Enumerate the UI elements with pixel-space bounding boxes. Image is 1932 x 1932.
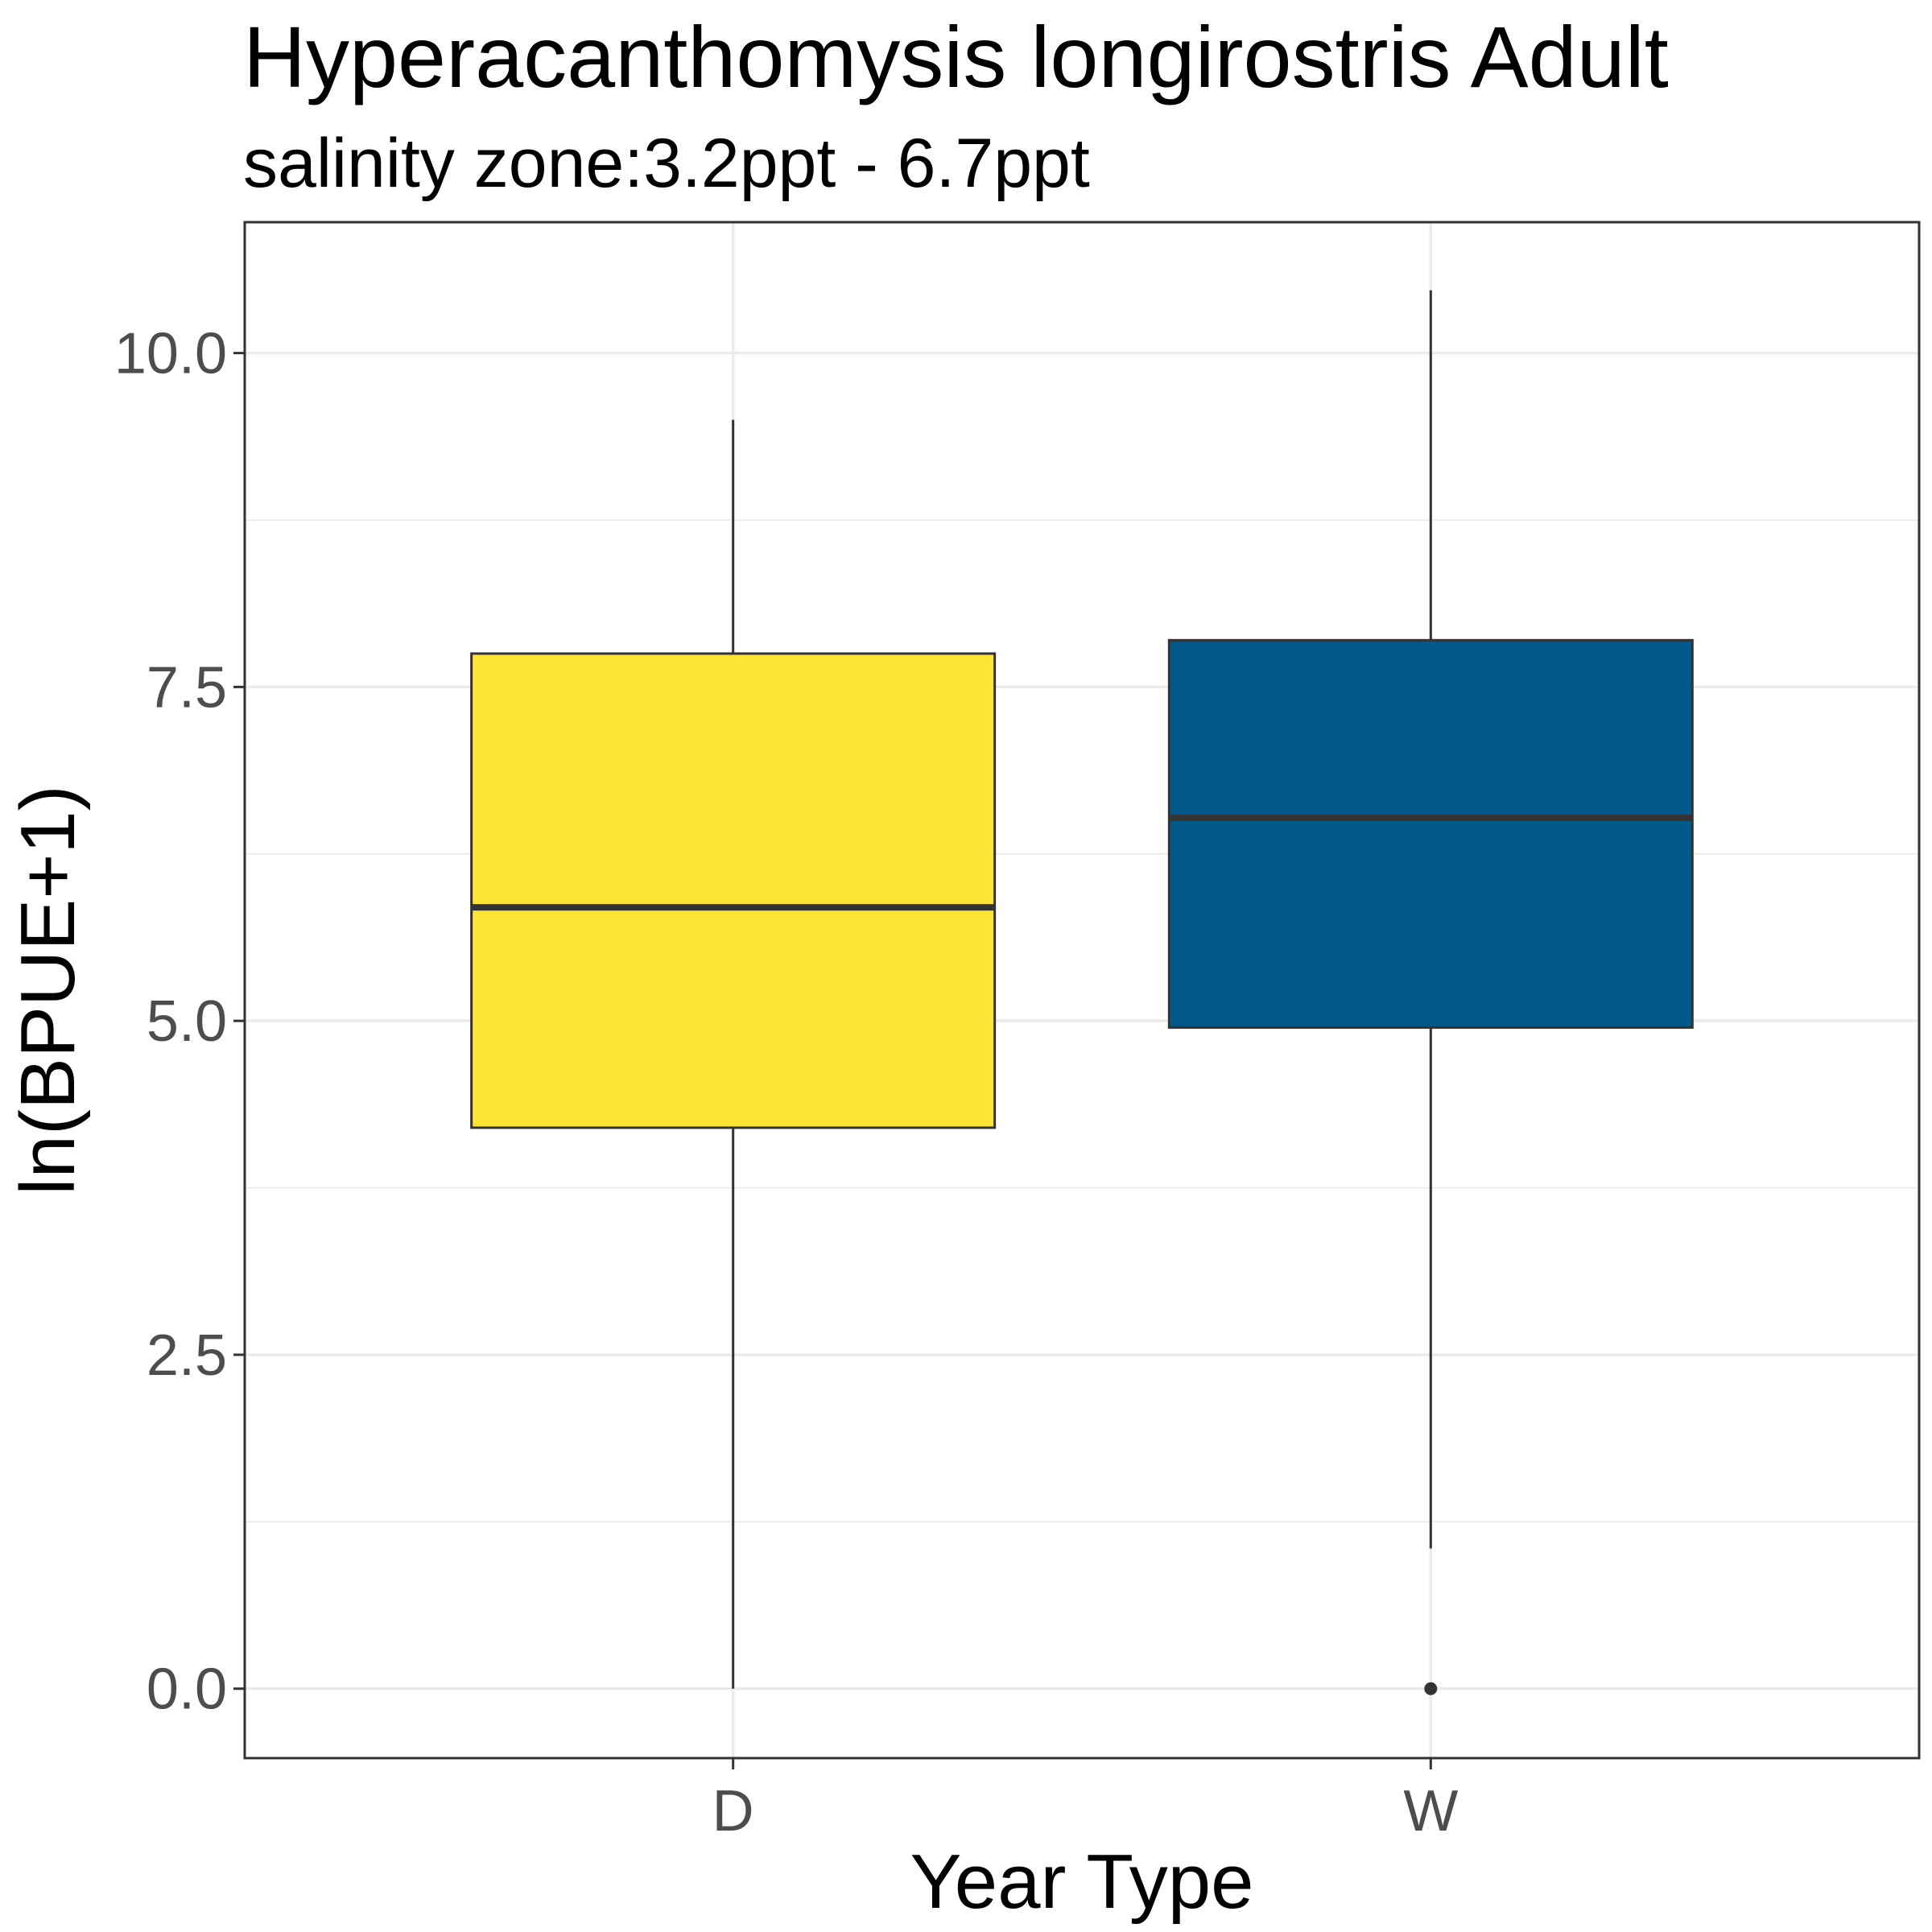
outlier-point <box>1424 1682 1438 1695</box>
x-axis-title: Year Type <box>910 1839 1253 1925</box>
y-axis-title: ln(BPUE+1) <box>5 785 91 1195</box>
panel-border <box>243 221 1921 1760</box>
box-w <box>1167 290 1694 1695</box>
y-tick-label: 2.5 <box>147 1323 227 1388</box>
y-tick-label: 7.5 <box>147 655 227 720</box>
y-tick-label: 5.0 <box>147 989 227 1054</box>
x-tick-label: D <box>712 1779 754 1843</box>
chart-subtitle: salinity zone:3.2ppt - 6.7ppt <box>243 125 1090 202</box>
chart-title: Hyperacanthomysis longirostris Adult <box>243 8 1669 105</box>
iqr-box <box>470 652 997 1129</box>
y-tick-label: 10.0 <box>114 322 227 386</box>
x-tick-label: W <box>1403 1779 1458 1843</box>
iqr-box <box>1167 638 1694 1029</box>
y-tick-label: 0.0 <box>147 1657 227 1722</box>
box-d <box>470 419 997 1689</box>
y-axis: 0.0 2.5 5.0 7.5 10.0 <box>114 322 245 1722</box>
box-series <box>470 290 1694 1695</box>
